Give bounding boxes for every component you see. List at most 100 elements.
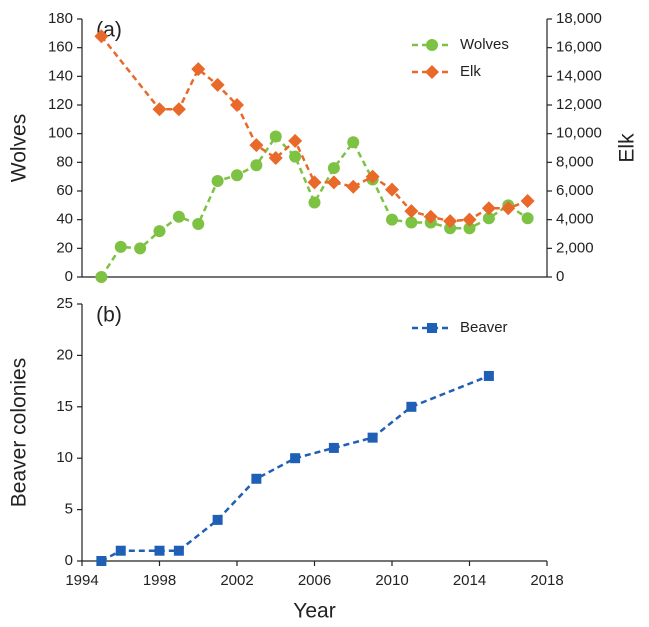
y-tick-label: 20	[56, 346, 73, 363]
data-point	[423, 209, 438, 224]
y2-tick-label: 16,000	[556, 39, 602, 56]
y2-tick-label: 18,000	[556, 10, 602, 27]
data-point	[404, 204, 419, 219]
data-point	[231, 169, 243, 182]
data-point	[289, 150, 302, 163]
legend-label: Elk	[460, 63, 481, 80]
y2-tick-label: 8,000	[556, 153, 594, 170]
data-point	[290, 453, 301, 464]
y2-tick-label: 2,000	[556, 239, 594, 256]
y2-tick-label: 6,000	[556, 182, 594, 199]
data-point	[191, 62, 206, 77]
x-tick-label: 1998	[143, 572, 176, 589]
x-tick-label: 2010	[375, 572, 408, 589]
data-point	[347, 136, 360, 149]
legend-marker	[427, 323, 437, 333]
data-point	[251, 473, 262, 484]
data-point	[212, 514, 223, 525]
data-point	[520, 194, 535, 209]
y-tick-label: 25	[56, 295, 73, 312]
y-axis-label: Wolves	[8, 114, 31, 182]
data-point	[154, 545, 165, 556]
x-tick-label: 2018	[530, 572, 563, 589]
y-tick-label: 0	[65, 552, 73, 569]
y-tick-label: 20	[56, 239, 73, 256]
data-point	[250, 159, 263, 172]
data-point	[443, 214, 458, 229]
y2-tick-label: 12,000	[556, 96, 602, 113]
x-tick-label: 2006	[298, 572, 331, 589]
x-axis-label: Year	[293, 600, 335, 623]
data-point	[386, 213, 398, 226]
data-point	[482, 212, 495, 225]
y-axis-label: Beaver colonies	[8, 358, 31, 507]
series-line	[100, 35, 529, 223]
series-line	[100, 134, 529, 278]
data-point	[483, 370, 494, 381]
data-point	[115, 545, 126, 556]
data-point	[405, 216, 418, 229]
data-point	[114, 240, 127, 253]
data-point	[327, 162, 340, 175]
data-point	[501, 201, 516, 216]
data-point	[210, 77, 225, 92]
y2-tick-label: 10,000	[556, 125, 602, 142]
legend-label: Wolves	[460, 36, 509, 53]
data-point	[326, 175, 341, 190]
data-point	[444, 222, 457, 235]
data-point	[192, 217, 205, 230]
data-point	[173, 545, 184, 556]
y-tick-label: 160	[48, 39, 73, 56]
data-point	[171, 102, 186, 117]
data-point	[463, 222, 476, 235]
data-point	[385, 182, 399, 197]
y-tick-label: 140	[48, 67, 73, 84]
data-point	[95, 271, 108, 283]
y2-tick-label: 4,000	[556, 211, 594, 228]
data-point	[268, 151, 283, 166]
y2-tick-label: 0	[556, 268, 564, 285]
y-tick-label: 100	[48, 125, 73, 142]
y-tick-label: 0	[65, 268, 73, 285]
data-point	[96, 556, 107, 566]
y-tick-label: 40	[56, 211, 73, 228]
data-point	[172, 210, 185, 223]
data-point	[481, 201, 496, 216]
series-line	[100, 374, 490, 563]
data-point	[307, 175, 322, 190]
data-point	[94, 29, 109, 44]
y-tick-label: 180	[48, 10, 73, 27]
data-point	[134, 242, 147, 255]
data-point	[308, 196, 321, 209]
data-point	[211, 174, 224, 187]
y2-axis-label: Elk	[616, 133, 639, 163]
data-point	[288, 133, 303, 148]
legend-marker	[425, 65, 439, 79]
y-tick-label: 5	[65, 501, 73, 518]
y-tick-label: 15	[56, 398, 73, 415]
x-tick-label: 2014	[453, 572, 486, 589]
y-tick-label: 10	[56, 449, 73, 466]
data-point	[328, 442, 339, 453]
y-tick-label: 120	[48, 96, 73, 113]
data-point	[346, 179, 361, 194]
data-point	[152, 102, 167, 117]
y-tick-label: 80	[56, 153, 73, 170]
data-point	[462, 212, 477, 227]
data-point	[521, 212, 534, 225]
data-point	[249, 138, 264, 153]
data-point	[153, 225, 166, 238]
x-tick-label: 1994	[65, 572, 98, 589]
legend-label: Beaver	[460, 319, 508, 336]
data-point	[230, 98, 244, 112]
data-point	[269, 130, 282, 143]
data-point	[406, 401, 417, 412]
panel-label: (b)	[96, 304, 122, 327]
y-tick-label: 60	[56, 182, 73, 199]
y2-tick-label: 14,000	[556, 67, 602, 84]
x-tick-label: 2002	[220, 572, 253, 589]
data-point	[365, 169, 380, 184]
data-point	[367, 432, 378, 443]
legend-marker	[426, 39, 438, 51]
